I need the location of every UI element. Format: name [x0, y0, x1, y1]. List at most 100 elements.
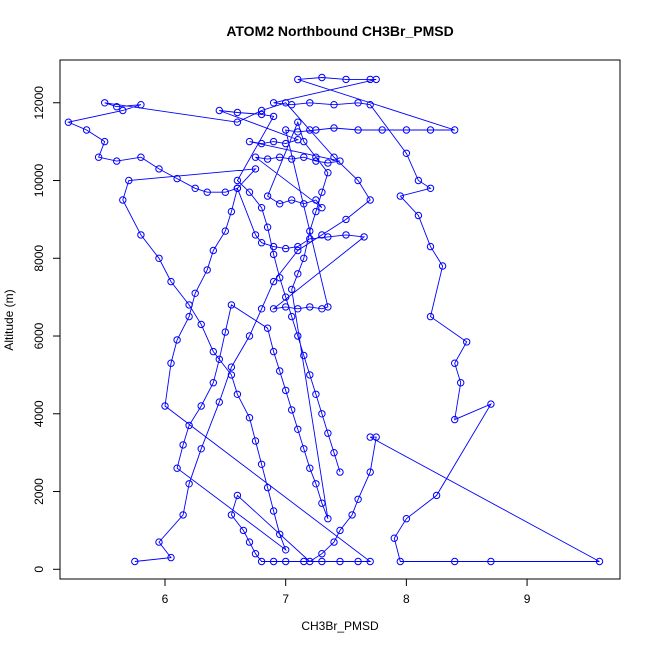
data-point [324, 169, 332, 177]
data-point [282, 244, 290, 253]
data-point [294, 136, 302, 144]
data-point [276, 530, 284, 538]
data-point [245, 188, 254, 196]
data-point [173, 464, 181, 472]
data-point [288, 312, 296, 321]
data-point [269, 112, 278, 121]
data-point [282, 546, 290, 554]
data-point [197, 320, 205, 329]
data-point [432, 491, 441, 500]
data-point [113, 157, 121, 165]
data-point [191, 289, 199, 297]
data-point [300, 557, 308, 566]
data-point [354, 176, 362, 185]
data-point [276, 367, 284, 375]
data-point [396, 557, 404, 566]
data-point [294, 305, 302, 313]
data-point [101, 99, 109, 107]
data-point [113, 103, 121, 111]
data-point [197, 445, 205, 453]
data-point [155, 165, 163, 173]
data-point [209, 379, 218, 387]
data-point [257, 139, 266, 148]
series-points [64, 73, 604, 566]
data-point [372, 433, 380, 441]
data-point [191, 184, 199, 193]
data-point [233, 118, 242, 126]
x-axis: 6 7 8 9 [162, 578, 531, 606]
data-point [366, 468, 374, 476]
data-point [215, 106, 224, 115]
data-point [185, 312, 193, 321]
data-point [257, 305, 266, 313]
data-point [366, 557, 374, 566]
data-point [324, 303, 332, 311]
data-point [354, 99, 362, 107]
x-tick-label: 8 [403, 592, 410, 606]
data-point [288, 155, 296, 163]
data-point [294, 425, 302, 433]
data-point [185, 301, 193, 309]
data-point [185, 480, 193, 488]
data-point [318, 410, 326, 418]
y-tick-label: 6000 [32, 322, 46, 349]
data-point [306, 371, 314, 379]
data-point [336, 468, 344, 476]
data-point [288, 101, 296, 109]
data-point [269, 242, 278, 251]
data-point [318, 557, 326, 566]
data-point [366, 101, 374, 109]
data-point [300, 153, 308, 161]
data-point [426, 126, 435, 134]
series-lines [66, 77, 600, 563]
data-point [342, 215, 350, 224]
data-point [402, 149, 411, 158]
data-point [451, 359, 459, 367]
y-tick-label: 12000 [32, 86, 46, 120]
data-point [426, 184, 435, 193]
data-point [233, 184, 242, 193]
y-axis-label: Altitude (m) [2, 289, 16, 350]
data-point [233, 491, 242, 500]
data-point [215, 355, 224, 363]
data-point [203, 188, 211, 196]
data-point [251, 153, 260, 161]
data-point [263, 223, 272, 231]
data-point [318, 73, 326, 82]
data-point [94, 153, 103, 161]
data-point [269, 277, 278, 286]
data-point [251, 437, 260, 445]
data-point [288, 285, 296, 294]
data-point [167, 359, 175, 367]
data-point [294, 270, 302, 278]
data-point [414, 176, 423, 185]
series-line [66, 77, 600, 563]
data-point [282, 139, 290, 148]
data-point [312, 207, 320, 216]
data-point [179, 441, 187, 449]
data-point [155, 254, 163, 262]
data-point [318, 204, 326, 212]
data-point [233, 176, 242, 185]
data-point [390, 534, 398, 542]
chart-title: ATOM2 Northbound CH3Br_PMSD [226, 23, 453, 39]
data-point [294, 118, 302, 126]
data-point [233, 390, 242, 398]
data-point [185, 421, 193, 430]
data-point [269, 347, 278, 356]
data-point [245, 538, 254, 546]
data-point [227, 301, 236, 309]
y-tick-label: 8000 [32, 245, 46, 272]
plot-frame [59, 59, 621, 580]
data-point [342, 75, 350, 84]
data-point [360, 233, 368, 241]
data-point [330, 449, 338, 457]
data-point [257, 557, 266, 566]
data-point [227, 511, 236, 519]
data-point [396, 192, 404, 200]
data-point [251, 231, 260, 239]
x-axis-label: CH3Br_PMSD [301, 619, 379, 633]
data-point [318, 550, 326, 558]
data-point [137, 231, 145, 239]
